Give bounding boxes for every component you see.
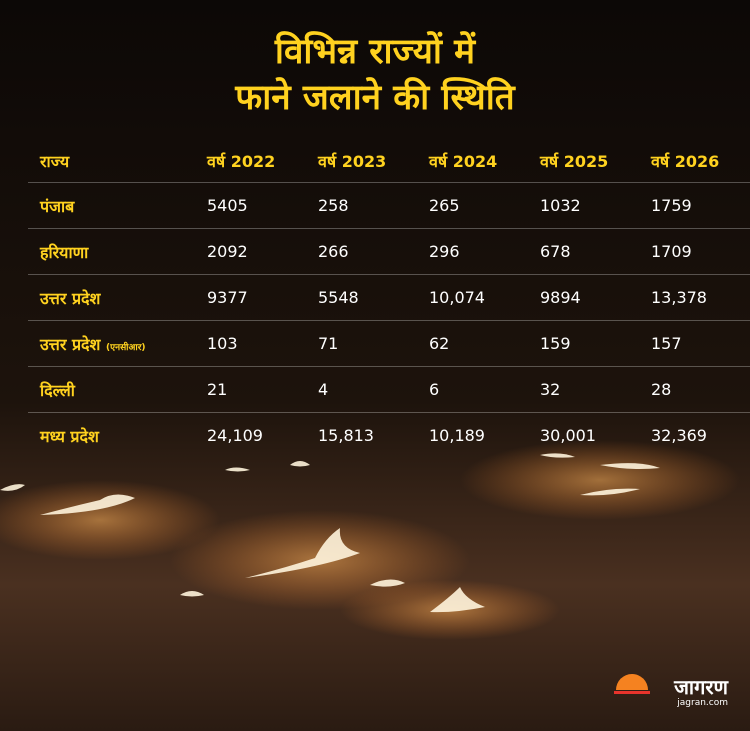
header-cell: वर्ष 2024 [429, 152, 498, 171]
table-body: पंजाब 5405 258 265 1032 1759 हरियाणा 2092 266 296… [28, 183, 750, 459]
title-line: विभिन्न राज्यों में [274, 32, 476, 72]
value-cell: 28 [651, 380, 672, 399]
state-cell: पंजाब [28, 183, 195, 229]
state-cell: उत्तर प्रदेश (एनसीआर) [28, 321, 195, 367]
table-row: पंजाब 5405 258 265 1032 1759 [28, 183, 750, 229]
value-cell: 4 [318, 380, 329, 399]
header-cell: वर्ष 2025 [540, 152, 609, 171]
value-cell: 62 [429, 334, 450, 353]
header-row: राज्य वर्ष 2022 वर्ष 2023 वर्ष 2024 वर्ष 202… [28, 140, 750, 183]
state-name: दिल्ली [40, 380, 75, 400]
value-cell: 6 [429, 380, 440, 399]
value-cell: 159 [540, 334, 571, 353]
table-row: उत्तर प्रदेश 9377 5548 10,074 9894 13,378 [28, 275, 750, 321]
header-cell: वर्ष 2022 [207, 152, 276, 171]
table-row: दिल्ली 21 4 6 32 28 [28, 367, 750, 413]
state-name: उत्तर प्रदेश [40, 288, 101, 308]
logo: जागरण jagran.com [674, 676, 728, 708]
state-cell: मध्य प्रदेश [28, 413, 195, 459]
value-cell: 296 [429, 242, 460, 261]
state-name: मध्य प्रदेश [40, 426, 99, 446]
value-cell: 258 [318, 196, 349, 215]
value-cell: 9894 [540, 288, 581, 307]
value-cell: 10,189 [429, 426, 485, 445]
header-cell: राज्य [40, 152, 70, 171]
value-cell: 157 [651, 334, 682, 353]
value-cell: 103 [207, 334, 238, 353]
value-cell: 9377 [207, 288, 248, 307]
value-cell: 265 [429, 196, 460, 215]
logo-site: jagran.com [677, 698, 728, 708]
state-name: उत्तर प्रदेश [40, 334, 101, 354]
table-row: मध्य प्रदेश 24,109 15,813 10,189 30,001 32,36… [28, 413, 750, 459]
header-cell: वर्ष 2023 [318, 152, 387, 171]
state-note: (एनसीआर) [106, 342, 146, 353]
value-cell: 21 [207, 380, 228, 399]
title-line: फाने जलाने की स्थिति [235, 78, 515, 118]
value-cell: 1709 [651, 242, 692, 261]
state-name: पंजाब [40, 196, 75, 216]
table-row: हरियाणा 2092 266 296 678 1709 [28, 229, 750, 275]
header-cell: वर्ष 2026 [651, 152, 720, 171]
state-cell: हरियाणा [28, 229, 195, 275]
data-table: राज्य वर्ष 2022 वर्ष 2023 वर्ष 2024 वर्ष 202… [28, 140, 750, 458]
value-cell: 5405 [207, 196, 248, 215]
value-cell: 1759 [651, 196, 692, 215]
state-name: हरियाणा [40, 242, 89, 262]
value-cell: 678 [540, 242, 571, 261]
value-cell: 1032 [540, 196, 581, 215]
value-cell: 32 [540, 380, 561, 399]
value-cell: 10,074 [429, 288, 485, 307]
value-cell: 24,109 [207, 426, 263, 445]
value-cell: 71 [318, 334, 339, 353]
table-row: उत्तर प्रदेश (एनसीआर) 103 71 62 159 157 [28, 321, 750, 367]
value-cell: 5548 [318, 288, 359, 307]
value-cell: 266 [318, 242, 349, 261]
value-cell: 32,369 [651, 426, 707, 445]
state-cell: दिल्ली [28, 367, 195, 413]
value-cell: 13,378 [651, 288, 707, 307]
value-cell: 30,001 [540, 426, 596, 445]
value-cell: 15,813 [318, 426, 374, 445]
state-cell: उत्तर प्रदेश [28, 275, 195, 321]
value-cell: 2092 [207, 242, 248, 261]
logo-name: जागरण [674, 675, 728, 699]
